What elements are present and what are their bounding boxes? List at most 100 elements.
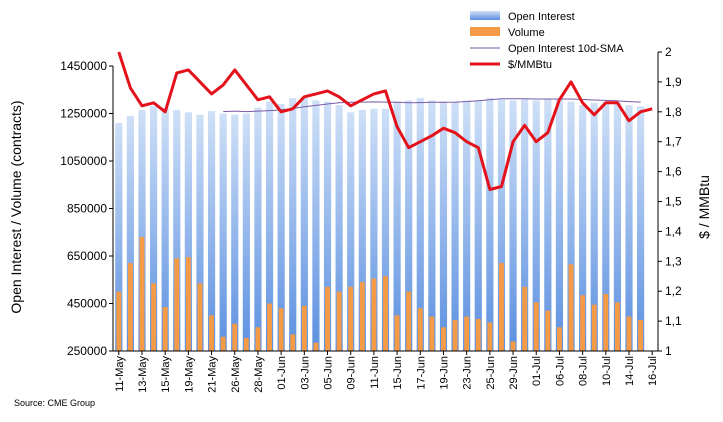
open-interest-bar bbox=[347, 112, 355, 351]
open-interest-bar bbox=[428, 100, 436, 351]
open-interest-bar bbox=[300, 96, 308, 351]
legend-swatch bbox=[470, 11, 500, 20]
volume-bar bbox=[441, 327, 446, 351]
open-interest-bar bbox=[590, 102, 598, 351]
open-interest-bar bbox=[207, 111, 216, 351]
x-tick-label: 16-Jul bbox=[647, 356, 659, 386]
open-interest-bar bbox=[231, 114, 239, 351]
legend-label: Open Interest 10d-SMA bbox=[508, 43, 624, 55]
x-tick-label: 13-May bbox=[137, 356, 149, 393]
open-interest-bar bbox=[451, 101, 459, 351]
y2-tick-label: 1,7 bbox=[665, 135, 682, 149]
open-interest-bar bbox=[567, 101, 575, 351]
y2-tick-label: 2 bbox=[665, 45, 672, 59]
x-tick-label: 01-Jun bbox=[276, 356, 288, 390]
open-interest-bar bbox=[463, 100, 471, 351]
volume-bar bbox=[545, 310, 551, 351]
open-interest-bar bbox=[173, 109, 181, 351]
legend-swatch bbox=[470, 27, 500, 36]
open-interest-bar bbox=[613, 102, 622, 351]
x-tick-label: 19-May bbox=[183, 356, 195, 393]
open-interest-bar bbox=[254, 107, 262, 351]
x-tick-label: 17-Jun bbox=[415, 356, 427, 390]
open-interest-bar bbox=[289, 98, 297, 351]
open-interest-bar bbox=[532, 100, 540, 351]
volume-bar bbox=[429, 316, 435, 351]
x-tick-label: 29-Jun bbox=[508, 356, 520, 390]
price-line bbox=[117, 51, 653, 191]
open-interest-bar bbox=[416, 98, 424, 351]
open-interest-bar bbox=[358, 109, 366, 351]
x-tick-label: 14-Jul bbox=[624, 356, 636, 386]
volume-bar bbox=[510, 341, 516, 351]
x-tick-label: 15-Jun bbox=[392, 356, 404, 390]
x-tick-label: 26-May bbox=[230, 356, 242, 393]
open-interest-bar bbox=[521, 99, 529, 351]
volume-bar bbox=[557, 327, 562, 351]
open-interest-bar bbox=[196, 114, 204, 351]
x-tick-label: 21-May bbox=[207, 356, 219, 393]
y2-tick-label: 1,5 bbox=[665, 195, 682, 209]
y2-tick-label: 1,6 bbox=[665, 165, 682, 179]
volume-bar bbox=[255, 327, 261, 351]
x-tick-label: 09-Jun bbox=[346, 356, 358, 390]
volume-bar bbox=[220, 336, 226, 351]
y2-axis-title: $ / MMBtu bbox=[696, 175, 712, 239]
open-interest-bar bbox=[637, 106, 645, 351]
x-tick-label: 08-Jul bbox=[578, 356, 590, 386]
open-interest-bar bbox=[497, 99, 506, 351]
volume-bar bbox=[197, 283, 203, 351]
x-tick-label: 05-Jun bbox=[323, 356, 335, 390]
volume-bar bbox=[209, 315, 214, 351]
volume-bar bbox=[522, 286, 528, 351]
y2-tick-label: 1,1 bbox=[665, 314, 682, 328]
volume-bar bbox=[162, 307, 168, 351]
x-tick-label: 23-Jun bbox=[462, 356, 474, 390]
y-tick-label: 1450000 bbox=[60, 59, 107, 73]
y2-tick-label: 1 bbox=[665, 344, 672, 358]
open-interest-bar bbox=[184, 112, 192, 351]
open-interest-bar bbox=[219, 113, 227, 351]
x-tick-label: 11-Jun bbox=[369, 356, 381, 389]
open-interest-bar bbox=[486, 98, 494, 351]
open-interest-bar bbox=[323, 101, 332, 351]
y-tick-label: 1250000 bbox=[60, 107, 107, 121]
y-tick-label: 850000 bbox=[67, 202, 107, 216]
volume-bar bbox=[359, 282, 365, 351]
volume-bar bbox=[406, 291, 412, 351]
open-interest-bar bbox=[138, 109, 146, 351]
volume-bar bbox=[464, 316, 470, 351]
x-tick-label: 11-May bbox=[114, 356, 126, 392]
volume-bar bbox=[301, 305, 307, 351]
x-tick-label: 25-Jun bbox=[485, 356, 497, 390]
open-interest-bar bbox=[126, 115, 134, 351]
y2-tick-label: 1,2 bbox=[665, 284, 682, 298]
volume-bar bbox=[127, 263, 133, 351]
volume-bar bbox=[278, 308, 284, 351]
volume-bar bbox=[533, 302, 539, 351]
x-tick-label: 03-Jun bbox=[299, 356, 311, 390]
x-tick-label: 15-May bbox=[160, 356, 172, 393]
volume-bar bbox=[290, 334, 296, 351]
open-interest-bar bbox=[474, 100, 482, 351]
x-tick-label: 28-May bbox=[253, 356, 265, 393]
volume-bar bbox=[614, 302, 620, 351]
open-interest-bar bbox=[625, 105, 633, 351]
volume-bar bbox=[638, 320, 644, 351]
plot-area bbox=[115, 51, 653, 351]
y-axis-title: Open Interest / Volume (contracts) bbox=[8, 100, 24, 313]
volume-bar bbox=[580, 295, 586, 351]
volume-bar bbox=[151, 283, 157, 351]
volume-bar bbox=[394, 315, 400, 351]
volume-bar bbox=[603, 294, 609, 351]
x-tick-label: 19-Jun bbox=[438, 356, 450, 390]
legend-label: $/MMBtu bbox=[508, 59, 552, 71]
open-interest-bar bbox=[242, 113, 250, 351]
volume-bar bbox=[452, 320, 458, 351]
open-interest-bar bbox=[277, 104, 285, 351]
y2-tick-label: 1,3 bbox=[665, 254, 682, 268]
volume-bar bbox=[139, 237, 145, 351]
open-interest-bar bbox=[335, 105, 343, 351]
legend: Open Interest Volume Open Interest 10d-SMA… bbox=[470, 11, 624, 71]
